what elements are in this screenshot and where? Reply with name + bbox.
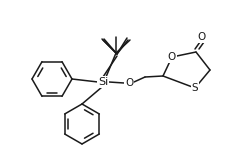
Text: S: S [192, 83, 198, 93]
Text: O: O [125, 78, 133, 88]
Text: O: O [198, 32, 206, 42]
Text: O: O [168, 52, 176, 62]
Text: Si: Si [98, 77, 108, 87]
